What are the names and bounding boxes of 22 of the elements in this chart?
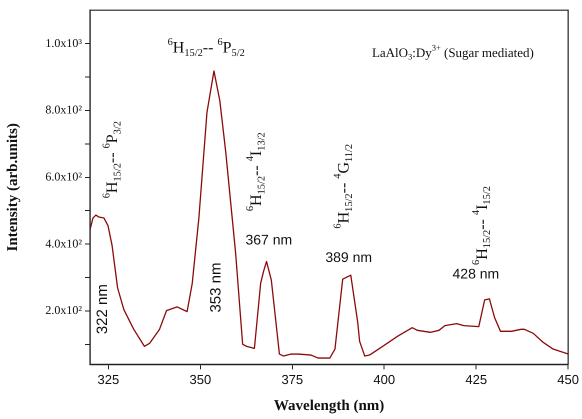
annotation: 6H15/2-- 4I15/2 bbox=[470, 186, 494, 265]
y-tick-label: 8.0x10² bbox=[45, 102, 82, 117]
x-tick-label: 350 bbox=[189, 372, 212, 387]
annotation: 6H15/2-- 6P3/2 bbox=[101, 121, 124, 198]
annotation: 322 nm bbox=[94, 284, 112, 334]
annotation: 389 nm bbox=[325, 249, 372, 265]
y-axis-title: Intensity (arb.units) bbox=[4, 123, 21, 252]
x-axis-title: Wavelength (nm) bbox=[274, 398, 384, 414]
annotation: 367 nm bbox=[245, 231, 292, 248]
annotation: 428 nm bbox=[452, 266, 500, 282]
y-tick-label: 4.0x10² bbox=[45, 236, 82, 250]
annotation: 353 nm bbox=[207, 262, 224, 313]
x-tick-label: 375 bbox=[281, 372, 304, 387]
y-tick-label: 6.0x10² bbox=[45, 169, 82, 184]
x-tick-label: 325 bbox=[98, 372, 120, 387]
x-tick-label: 450 bbox=[557, 372, 580, 387]
x-tick-label: 400 bbox=[373, 372, 396, 387]
x-tick-label: 425 bbox=[465, 372, 488, 387]
annotation: 6H15/2-- 4G11/2 bbox=[332, 144, 355, 229]
annotation: 6H15/2-- 4I13/2 bbox=[245, 132, 268, 212]
y-tick-label: 2.0x10² bbox=[45, 303, 82, 318]
y-tick-label: 1.0x10³ bbox=[45, 36, 82, 50]
